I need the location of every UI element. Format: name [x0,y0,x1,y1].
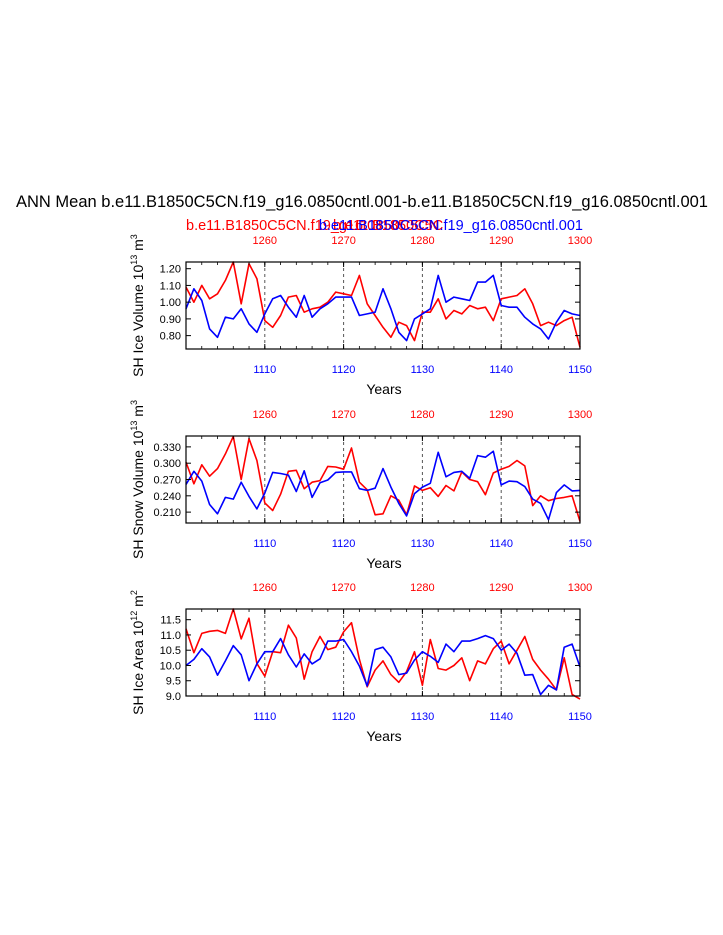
series-line-red [185,261,581,348]
y-axis-label-superscript: 13 [129,255,139,265]
x-tick-label-top: 1260 [253,582,277,594]
y-axis-label: SH Ice Volume 1013 m3 [129,234,146,377]
plot-frame [185,608,581,697]
x-tick-label-bottom: 1150 [568,538,592,550]
y-tick-label: 1.10 [160,280,181,292]
x-tick-label-top: 1300 [568,582,592,594]
x-tick-label-bottom: 1130 [411,538,435,550]
y-tick-label: 10.0 [160,660,181,672]
x-tick-label-top: 1290 [489,582,513,594]
y-axis-label: SH Ice Area 1012 m2 [129,590,146,715]
x-tick-label-bottom: 1150 [568,364,592,376]
series-line-blue [185,450,581,521]
figure-title: ANN Mean b.e11.B1850C5CN.f19_g16.0850cnt… [16,193,708,211]
y-tick-label: 0.330 [153,442,181,454]
y-tick-label: 0.80 [160,331,181,343]
x-tick-label-top: 1280 [410,582,434,594]
y-tick-label: 0.90 [160,314,181,326]
y-tick-label: 0.210 [153,507,181,519]
y-axis-label-superscript: 12 [129,611,139,621]
x-tick-label-top: 1260 [253,409,277,421]
plot-frame [185,435,581,524]
series-line-red [185,608,581,700]
plot-frame [185,261,581,350]
y-axis-label-superscript: 3 [129,400,139,405]
x-tick-label-bottom: 1110 [253,538,276,550]
y-tick-label: 0.300 [153,458,181,470]
legend-overlap-label: b.e11.B1850C5C [333,218,443,234]
y-axis-label-superscript: 3 [129,234,139,239]
x-tick-label-top: 1300 [568,409,592,421]
y-axis-label-part: m [130,595,146,611]
x-axis-label: Years [366,728,401,744]
x-axis-label: Years [366,555,401,571]
y-axis-label: SH Snow Volume 1013 m3 [129,400,146,559]
chart-panel-snow-volume: 0.210 0.240 0.270 0.300 0.330 1110 1120 1130 114… [129,400,592,571]
x-tick-label-bottom: 1130 [411,364,435,376]
x-tick-label-bottom: 1140 [489,538,513,550]
y-tick-label: 0.270 [153,475,181,487]
y-axis-label-part: SH Ice Area 10 [130,621,146,715]
x-tick-label-bottom: 1120 [332,538,356,550]
x-axis-label: Years [366,381,401,397]
x-tick-label-bottom: 1120 [332,364,356,376]
y-axis-label-part: SH Snow Volume 10 [130,430,146,559]
series-line-red [185,435,581,522]
x-tick-label-top: 1290 [489,409,513,421]
y-tick-label: 9.0 [166,691,181,703]
y-axis-label-part: m [130,405,146,421]
x-tick-label-bottom: 1110 [253,711,276,723]
series-line-blue [185,274,581,342]
y-tick-label: 9.5 [166,676,181,688]
y-tick-label: 1.20 [160,264,181,276]
y-tick-label: 1.00 [160,297,181,309]
y-axis-label-superscript: 13 [129,421,139,431]
y-tick-label: 11.5 [160,615,181,627]
x-tick-label-bottom: 1150 [568,711,592,723]
x-tick-label-top: 1270 [331,409,355,421]
legend-red-label: b.e11.B1850C5CN.f19_g16.0850C5CN [186,218,439,234]
chart-panel-ice-area: 9.0 9.5 10.0 10.5 11.0 11.5 1110 1120 1130 1140 11… [129,582,592,744]
x-tick-label-top: 1290 [489,235,513,247]
x-tick-label-top: 1280 [410,409,434,421]
x-tick-label-top: 1260 [253,235,277,247]
chart-panel-ice-volume: 0.80 0.90 1.00 1.10 1.20 1110 1120 1130 1140 1150… [129,234,592,397]
x-tick-label-bottom: 1130 [411,711,435,723]
y-tick-label: 11.0 [160,630,181,642]
x-tick-label-top: 1280 [410,235,434,247]
y-axis-label-superscript: 2 [129,590,139,595]
x-tick-label-bottom: 1140 [489,711,513,723]
legend-blue-label: b.e11.B1850C5CN.f19_g16.0850cntl.001 [319,218,583,234]
x-tick-label-bottom: 1140 [489,364,513,376]
chart-panels: 0.80 0.90 1.00 1.10 1.20 1110 1120 1130 1140 1150… [129,234,592,744]
x-tick-label-top: 1300 [568,235,592,247]
x-tick-label-bottom: 1120 [332,711,356,723]
x-tick-label-bottom: 1110 [253,364,276,376]
y-tick-label: 10.5 [160,645,181,657]
y-tick-label: 0.240 [153,491,181,503]
y-axis-label-part: m [130,239,146,255]
series-line-blue [185,634,581,696]
x-tick-label-top: 1270 [331,582,355,594]
x-tick-label-top: 1270 [331,235,355,247]
legend: b.e11.B1850C5CN.f19_g16.0850C5CN b.e11.B… [186,218,583,234]
y-axis-label-part: SH Ice Volume 10 [130,265,146,377]
